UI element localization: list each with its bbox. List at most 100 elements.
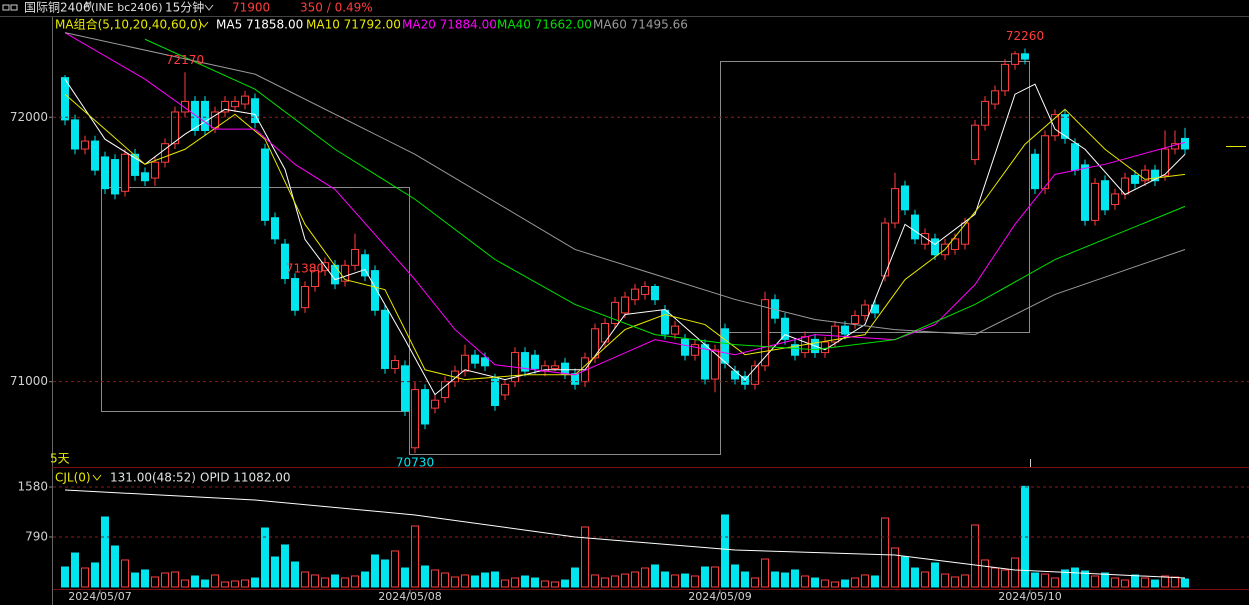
volume-bar xyxy=(361,571,369,588)
candle-body xyxy=(951,238,959,250)
volume-bar xyxy=(861,574,869,588)
volume-bar xyxy=(141,569,149,588)
volume-bar xyxy=(501,579,509,588)
volume-bar xyxy=(701,566,709,588)
volume-bar xyxy=(871,575,879,588)
volume-bar xyxy=(221,581,229,588)
x-tick-label: 2024/05/10 xyxy=(998,590,1061,603)
candle-body xyxy=(1011,53,1019,65)
line xyxy=(64,32,1186,376)
volume-bar xyxy=(711,566,719,588)
candle-body xyxy=(1091,182,1099,221)
period[interactable]: 15分钟 xyxy=(165,0,204,15)
volume-bar xyxy=(621,573,629,588)
volume-bar xyxy=(371,554,379,588)
volume-bar xyxy=(271,556,279,588)
candle-body xyxy=(401,365,409,412)
line xyxy=(64,78,1186,396)
candle-body xyxy=(721,328,729,364)
volume-bar xyxy=(801,575,809,588)
candle-body xyxy=(631,288,639,301)
volume-bar xyxy=(1121,579,1129,588)
badge: M xyxy=(85,1,92,10)
line xyxy=(64,489,1186,579)
candle-body xyxy=(251,98,259,124)
volume-dropdown[interactable] xyxy=(92,474,102,481)
volume-bar xyxy=(231,580,239,588)
candle-body xyxy=(391,360,399,369)
period-dropdown[interactable] xyxy=(204,4,214,11)
volume-bar xyxy=(631,571,639,588)
candle-body xyxy=(361,254,369,277)
candle-body xyxy=(181,100,189,113)
volume-bar xyxy=(91,562,99,588)
volume-bar xyxy=(751,577,759,588)
menu-icon[interactable] xyxy=(2,4,18,11)
volume-bar xyxy=(1071,567,1079,588)
volume-bar xyxy=(261,527,269,588)
volume-bar xyxy=(1001,569,1009,588)
volume-bar xyxy=(1101,572,1109,588)
candle-body xyxy=(1111,193,1119,206)
volume-bar xyxy=(351,575,359,588)
volume-bar xyxy=(201,579,209,588)
volume-bar xyxy=(891,547,899,588)
volume-bar xyxy=(771,571,779,588)
candle-body xyxy=(931,238,939,256)
candle-body xyxy=(991,90,999,105)
candle-body xyxy=(491,378,499,406)
candle-body xyxy=(1021,53,1029,60)
volume-bar xyxy=(421,565,429,588)
volume-bar xyxy=(331,574,339,588)
candle-body xyxy=(1141,169,1149,182)
candle-body xyxy=(131,153,139,176)
volume-bar xyxy=(661,571,669,588)
volume-bar xyxy=(641,567,649,588)
candle-body xyxy=(481,357,489,367)
volume-bar xyxy=(551,581,559,588)
volume-bar xyxy=(191,575,199,588)
candle-body xyxy=(1081,164,1089,221)
volume-bar xyxy=(981,559,989,588)
volume-bar xyxy=(941,573,949,588)
candle-body xyxy=(1051,114,1059,137)
indicator-dropdown[interactable] xyxy=(199,21,209,28)
volume-bar xyxy=(511,577,519,588)
candle-body xyxy=(1061,114,1069,139)
candle-body xyxy=(591,328,599,359)
candle-body xyxy=(351,248,359,266)
candle-body xyxy=(661,309,669,335)
candle-body xyxy=(961,222,969,245)
volume-bar xyxy=(601,577,609,588)
volume-bar xyxy=(931,562,939,588)
candle-body xyxy=(971,124,979,161)
volume-indicator[interactable]: CJL(0) xyxy=(55,471,91,485)
indicator-name[interactable]: MA组合(5,10,20,40,60,0) xyxy=(55,17,202,32)
candle-body xyxy=(751,365,759,385)
candle-body xyxy=(561,362,569,375)
candle-body xyxy=(891,188,899,224)
candle-body xyxy=(1151,169,1159,182)
line xyxy=(144,38,1186,351)
candle-body xyxy=(981,100,989,126)
candle-body xyxy=(521,352,529,372)
candle-body xyxy=(301,285,309,309)
candle-body xyxy=(851,315,859,325)
volume-bar xyxy=(571,567,579,588)
legend-entry: MA40 71662.00 xyxy=(497,18,592,32)
candle-body xyxy=(191,100,199,131)
candle-body xyxy=(821,341,829,354)
volume-bar xyxy=(681,573,689,588)
y-tick-label: 790 xyxy=(25,529,48,543)
y-tick-label: 72000 xyxy=(10,110,48,124)
candle-body xyxy=(551,365,559,369)
candle-body xyxy=(411,389,419,449)
candle-body xyxy=(81,140,89,150)
volume-bar xyxy=(1111,577,1119,588)
volume-bar xyxy=(391,550,399,588)
volume-bar xyxy=(121,559,129,588)
candle-body xyxy=(431,399,439,409)
volume-bar xyxy=(481,572,489,588)
volume-bar xyxy=(171,571,179,588)
volume-bar xyxy=(111,545,119,588)
